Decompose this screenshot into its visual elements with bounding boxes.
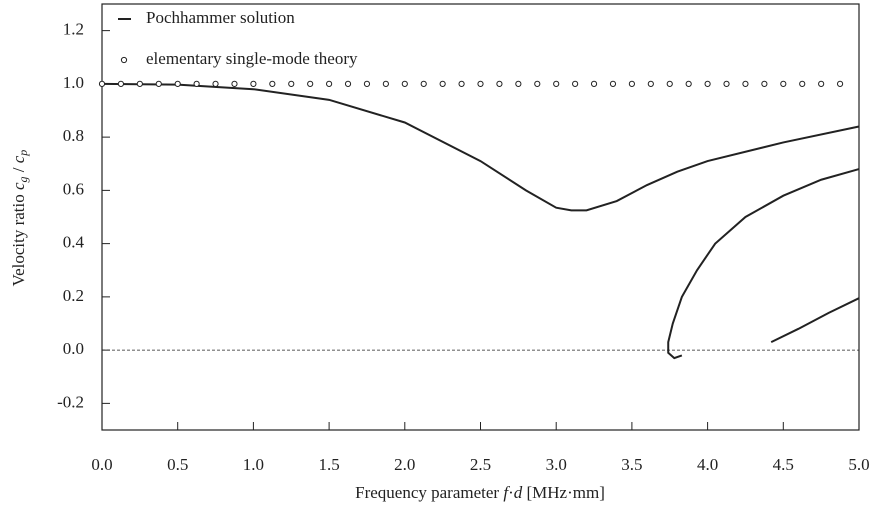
marker	[628, 80, 636, 87]
x-label-part: Frequency parameter	[355, 483, 503, 502]
x-tick-label: 1.0	[243, 455, 264, 474]
x-label-part: [MHz·mm]	[522, 483, 605, 502]
marker	[382, 80, 389, 87]
marker	[742, 80, 749, 87]
marker	[609, 80, 617, 87]
y-tick-label: 0.6	[63, 179, 84, 198]
marker	[174, 80, 181, 87]
marker	[818, 80, 825, 87]
marker	[344, 80, 352, 87]
y-tick-label: -0.2	[57, 392, 84, 411]
marker	[231, 80, 238, 87]
marker	[458, 80, 465, 87]
x-axis-label: Frequency parameter f·d [MHz·mm]	[355, 483, 605, 502]
marker	[685, 80, 692, 87]
legend-marker	[120, 56, 128, 64]
x-tick-label: 4.5	[773, 455, 794, 474]
marker	[761, 80, 768, 87]
y-tick-label: 1.2	[63, 20, 84, 39]
y-label-part: p	[16, 150, 30, 157]
marker	[212, 80, 219, 87]
marker	[307, 80, 314, 87]
marker	[117, 80, 125, 87]
marker	[666, 80, 673, 87]
marker	[98, 80, 106, 87]
y-tick-label: 0.4	[63, 233, 85, 252]
marker	[515, 80, 522, 87]
marker	[534, 80, 541, 87]
y-axis-label: Velocity ratio cg / cp	[9, 150, 30, 287]
marker	[780, 80, 787, 87]
marker	[496, 80, 503, 87]
marker	[288, 80, 295, 87]
x-label-part: d	[514, 483, 523, 502]
x-tick-label: 2.0	[394, 455, 415, 474]
marker	[590, 80, 598, 87]
y-tick-label: 0.8	[63, 126, 84, 145]
marker	[572, 80, 579, 87]
x-tick-label: 2.5	[470, 455, 491, 474]
x-tick-label: 3.0	[546, 455, 567, 474]
marker	[553, 80, 560, 87]
marker	[250, 80, 257, 87]
y-label-part: c	[9, 182, 28, 190]
x-tick-label: 3.5	[621, 455, 642, 474]
y-label-part: Velocity ratio	[9, 190, 28, 286]
legend-label: Pochhammer solution	[146, 8, 295, 27]
x-tick-label: 1.5	[318, 455, 339, 474]
x-tick-label: 4.0	[697, 455, 718, 474]
x-label-part: ·	[508, 483, 514, 502]
marker	[704, 80, 711, 87]
line	[101, 82, 860, 360]
y-label-part: c	[9, 155, 28, 163]
marker	[136, 80, 143, 87]
marker	[836, 80, 844, 87]
marker	[401, 80, 408, 87]
marker	[723, 80, 730, 87]
x-tick-label: 5.0	[848, 455, 869, 474]
x-tick-label: 0.5	[167, 455, 188, 474]
marker	[193, 80, 200, 87]
marker	[439, 80, 446, 87]
marker	[363, 80, 371, 87]
x-tick-label: 0.0	[91, 455, 112, 474]
y-label-part: g	[16, 176, 30, 182]
x-label-part: f	[503, 483, 510, 502]
y-tick-label: 0.2	[63, 286, 84, 305]
marker	[477, 80, 484, 87]
marker	[155, 80, 162, 87]
marker	[799, 80, 806, 87]
marker	[326, 80, 333, 87]
y-label-part: /	[9, 163, 28, 176]
marker	[420, 80, 427, 87]
y-tick-label: 1.0	[63, 73, 84, 92]
marker	[269, 80, 276, 87]
marker	[647, 80, 654, 87]
legend-label: elementary single-mode theory	[146, 49, 358, 68]
y-tick-label: 0.0	[63, 339, 84, 358]
